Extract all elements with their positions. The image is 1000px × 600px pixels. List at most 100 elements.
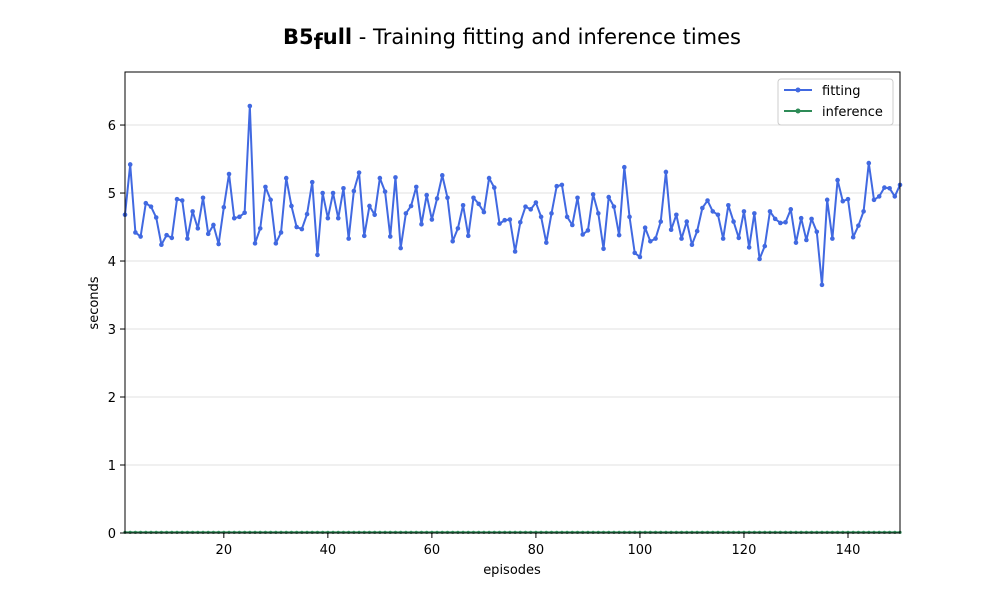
point-fitting — [746, 245, 752, 250]
point-fitting — [252, 241, 258, 246]
point-fitting — [429, 217, 435, 222]
point-fitting — [772, 216, 778, 222]
point-fitting — [351, 188, 357, 194]
point-fitting — [247, 103, 253, 109]
x-tick-label: 20 — [216, 543, 233, 558]
point-fitting — [294, 224, 299, 230]
point-fitting — [486, 175, 492, 181]
point-fitting — [200, 195, 206, 201]
point-fitting — [507, 217, 513, 222]
point-fitting — [143, 200, 149, 206]
point-fitting — [502, 217, 507, 223]
point-fitting — [127, 162, 133, 167]
point-fitting — [668, 227, 674, 233]
point-fitting — [840, 198, 846, 204]
point-fitting — [767, 209, 773, 214]
point-fitting — [476, 201, 481, 207]
title-bold-tail: ull — [323, 25, 352, 49]
point-fitting — [133, 230, 138, 235]
point-fitting — [804, 237, 809, 243]
x-tick-label: 40 — [320, 543, 337, 558]
point-fitting — [731, 219, 736, 224]
point-fitting — [330, 190, 336, 196]
point-fitting — [528, 207, 534, 212]
point-fitting — [596, 211, 601, 216]
point-fitting — [752, 211, 757, 216]
y-tick-label: 2 — [108, 391, 116, 406]
point-fitting — [356, 170, 362, 175]
point-fitting — [835, 177, 840, 183]
point-fitting — [460, 202, 466, 208]
point-fitting — [289, 203, 294, 209]
point-fitting — [824, 197, 830, 203]
y-tick-label: 4 — [108, 255, 116, 270]
point-fitting — [694, 228, 700, 234]
y-tick-label: 1 — [108, 459, 116, 474]
y-axis-label: seconds — [87, 276, 102, 329]
point-fitting — [809, 216, 814, 222]
title-bold-main: B5 — [283, 25, 314, 49]
point-fitting — [278, 230, 284, 235]
point-fitting — [788, 207, 794, 212]
point-fitting — [798, 215, 804, 221]
point-fitting — [887, 185, 892, 191]
point-fitting — [377, 175, 383, 181]
point-fitting — [309, 179, 315, 185]
point-fitting — [268, 197, 273, 203]
x-tick-label: 140 — [836, 543, 861, 558]
point-fitting — [185, 236, 190, 241]
point-fitting — [554, 183, 560, 189]
point-fitting — [263, 184, 268, 190]
point-fitting — [783, 219, 788, 225]
point-fitting — [648, 239, 653, 244]
point-fitting — [304, 211, 310, 217]
point-fitting — [481, 209, 487, 215]
point-fitting — [445, 195, 450, 201]
point-fitting — [315, 252, 320, 258]
point-fitting — [658, 219, 664, 224]
point-fitting — [679, 236, 684, 241]
point-fitting — [346, 236, 351, 241]
point-fitting — [299, 226, 305, 232]
legend-fitting-marker — [795, 87, 801, 93]
legend-inference-label: inference — [822, 105, 883, 120]
series-line-fitting — [124, 104, 901, 286]
x-tick-label: 80 — [528, 543, 545, 558]
point-fitting — [138, 234, 143, 239]
legend-fitting-label: fitting — [822, 84, 861, 99]
point-fitting — [564, 214, 570, 220]
point-fitting — [226, 171, 232, 177]
title-bold-subscript: f — [314, 30, 324, 54]
point-fitting — [674, 212, 679, 218]
point-fitting — [237, 214, 242, 220]
point-fitting — [465, 233, 471, 239]
point-fitting — [211, 222, 216, 228]
point-fitting — [830, 236, 835, 241]
point-fitting — [637, 254, 643, 260]
point-fitting — [642, 225, 648, 231]
point-fitting — [419, 222, 424, 227]
point-fitting — [720, 236, 726, 241]
point-fitting — [705, 198, 710, 203]
point-fitting — [819, 282, 825, 288]
point-fitting — [257, 226, 263, 231]
point-fitting — [575, 195, 580, 201]
point-fitting — [611, 204, 617, 209]
x-tick-label: 120 — [732, 543, 757, 558]
point-fitting — [283, 175, 289, 181]
point-fitting — [424, 192, 429, 198]
point-fitting — [491, 185, 497, 190]
point-fitting — [372, 212, 377, 218]
point-fitting — [876, 194, 882, 199]
point-fitting — [216, 241, 221, 247]
point-fitting — [762, 243, 768, 249]
point-fitting — [757, 256, 762, 262]
point-fitting — [273, 241, 279, 246]
point-fitting — [585, 228, 591, 233]
point-fitting — [856, 223, 861, 228]
point-fitting — [195, 226, 201, 231]
point-fitting — [367, 203, 372, 209]
point-fitting — [190, 209, 195, 214]
point-fitting — [606, 194, 612, 200]
